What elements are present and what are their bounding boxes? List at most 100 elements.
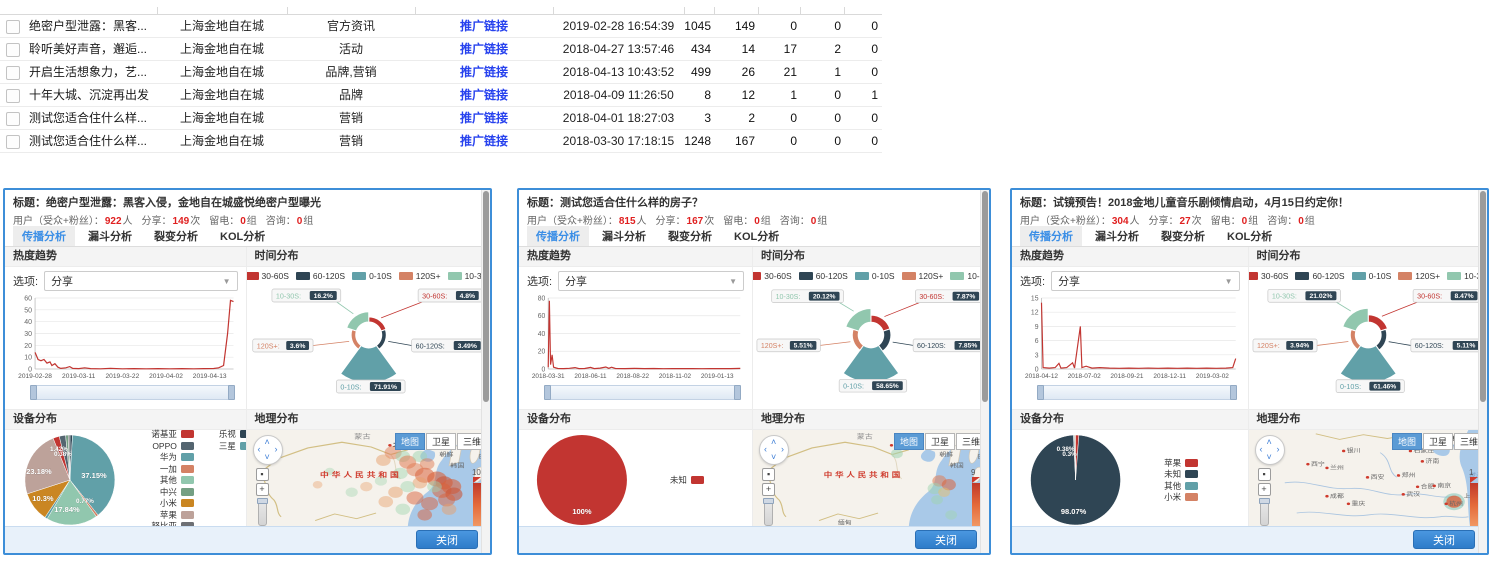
map-zoom-in-button[interactable]: + [1257,483,1271,496]
promo-link[interactable]: 推广链接 [459,88,508,102]
map-pan-control[interactable]: ˄ ˅ ‹ › [252,435,283,465]
legend-item-120S+[interactable]: 120S+ [398,271,441,281]
map-zoom-slider[interactable] [1258,498,1270,526]
legend-item-其他[interactable]: 其他 [1151,480,1199,492]
legend-item-30-60S[interactable]: 30-60S [753,271,792,281]
legend-item-未知[interactable]: 未知 [1151,468,1199,480]
tab-KOL分析[interactable]: KOL分析 [1227,231,1273,243]
datazoom-handle-right[interactable] [1229,385,1237,400]
row-checkbox[interactable] [6,20,20,34]
tab-漏斗分析[interactable]: 漏斗分析 [88,231,132,243]
map-zoom-slider[interactable] [256,498,268,526]
legend-item-乐视[interactable]: 乐视 [206,428,246,440]
datazoom-handle-left[interactable] [1037,385,1044,400]
legend-item-OPPO[interactable]: OPPO [147,441,194,451]
row-checkbox[interactable] [6,135,20,149]
close-button[interactable]: 关闭 [915,530,977,549]
datazoom-slider[interactable] [30,385,235,400]
legend-item-60-120S[interactable]: 60-120S [1295,271,1345,281]
map-type-卫星[interactable]: 卫星 [924,433,955,450]
datazoom-slider[interactable] [544,385,742,400]
tab-裂变分析[interactable]: 裂变分析 [1161,231,1205,243]
row-checkbox[interactable] [6,89,20,103]
promo-link[interactable]: 推广链接 [459,42,508,56]
tab-KOL分析[interactable]: KOL分析 [220,231,266,243]
datazoom-handle-right[interactable] [227,385,235,400]
legend-item-苹果[interactable]: 苹果 [1151,457,1199,469]
map-pan-control[interactable]: ˄ ˅ ‹ › [1254,435,1285,465]
legend-item-其他[interactable]: 其他 [147,474,194,486]
panel-scrollbar[interactable] [1478,190,1487,553]
row-checkbox[interactable] [6,43,20,57]
map-type-地图[interactable]: 地图 [394,433,425,450]
legend-item-小米[interactable]: 小米 [1151,491,1199,503]
close-button[interactable]: 关闭 [416,530,478,549]
map-type-卫星[interactable]: 卫星 [1422,433,1453,450]
scrollbar-thumb[interactable] [1480,191,1486,402]
legend-item-0-10S[interactable]: 0-10S [1351,271,1391,281]
scrollbar-thumb[interactable] [483,191,489,402]
tab-KOL分析[interactable]: KOL分析 [734,231,780,243]
legend-item-苹果[interactable]: 苹果 [147,509,194,521]
legend-item-10-30S[interactable]: 10-30S [447,271,490,281]
legend-item-60-120S[interactable]: 60-120S [798,271,848,281]
legend-item-华为[interactable]: 华为 [147,451,194,463]
map-zoom-slider[interactable] [763,498,775,526]
legend-item-30-60S[interactable]: 30-60S [246,271,289,281]
legend-item-120S+[interactable]: 120S+ [901,271,943,281]
legend-item-三星[interactable]: 三星 [206,440,246,452]
legend-item-120S+[interactable]: 120S+ [1398,271,1440,281]
datazoom-handle-left[interactable] [30,385,37,400]
promo-link[interactable]: 推广链接 [459,19,508,33]
datazoom-slider[interactable] [1037,385,1237,400]
legend-item-努比亚[interactable]: 努比亚 [147,520,194,529]
tab-裂变分析[interactable]: 裂变分析 [154,231,198,243]
scrollbar-thumb[interactable] [982,191,988,402]
map-reset-button[interactable]: ▪ [1257,468,1271,481]
map-zoom-control[interactable]: ▪+− [255,468,269,529]
panel-scrollbar[interactable] [481,190,490,553]
legend-item-未知[interactable]: 未知 [657,474,704,486]
promo-link[interactable]: 推广链接 [459,111,508,125]
panel-scrollbar[interactable] [980,190,989,553]
map-zoom-in-button[interactable]: + [762,483,776,496]
tab-裂变分析[interactable]: 裂变分析 [668,231,712,243]
map-type-卫星[interactable]: 卫星 [425,433,456,450]
map-zoom-control[interactable]: ▪+− [762,468,776,529]
map-reset-button[interactable]: ▪ [762,468,776,481]
metric-select[interactable]: 分享 ▼ [1051,271,1240,291]
legend-item-一加[interactable]: 一加 [147,463,194,475]
metric-select[interactable]: 分享 ▼ [558,271,745,291]
legend-item-中兴[interactable]: 中兴 [147,486,194,498]
geo-map[interactable]: 北京天津石家庄银川济南西宁兰州西安郑州合肥南京武汉成都重庆杭州上海渤海黄海˄˅‹… [1248,430,1487,529]
tab-传播分析[interactable]: 传播分析 [527,226,589,246]
map-zoom-control[interactable]: ▪+− [1257,468,1271,529]
map-zoom-in-button[interactable]: + [255,483,269,496]
map-type-地图[interactable]: 地图 [1391,433,1422,450]
metric-select[interactable]: 分享 ▼ [44,271,238,291]
tab-漏斗分析[interactable]: 漏斗分析 [1095,231,1139,243]
legend-item-10-30S[interactable]: 10-30S [950,271,989,281]
legend-item-30-60S[interactable]: 30-60S [1248,271,1288,281]
close-button[interactable]: 关闭 [1413,530,1475,549]
map-type-三维[interactable]: 三维 [1453,433,1484,450]
row-checkbox[interactable] [6,66,20,80]
legend-item-0-10S[interactable]: 0-10S [854,271,895,281]
promo-link[interactable]: 推广链接 [459,65,508,79]
legend-item-小米[interactable]: 小米 [147,497,194,509]
legend-item-10-30S[interactable]: 10-30S [1447,271,1487,281]
map-pan-control[interactable]: ˄ ˅ ‹ › [759,435,790,465]
tab-传播分析[interactable]: 传播分析 [1020,226,1082,246]
legend-item-诺基亚[interactable]: 诺基亚 [147,428,194,440]
datazoom-handle-left[interactable] [544,385,551,400]
legend-item-0-10S[interactable]: 0-10S [352,271,392,281]
map-type-地图[interactable]: 地图 [893,433,924,450]
tab-传播分析[interactable]: 传播分析 [13,226,75,246]
tab-漏斗分析[interactable]: 漏斗分析 [602,231,646,243]
map-reset-button[interactable]: ▪ [255,468,269,481]
legend-item-60-120S[interactable]: 60-120S [295,271,345,281]
promo-link[interactable]: 推广链接 [459,134,508,148]
row-checkbox[interactable] [6,112,20,126]
